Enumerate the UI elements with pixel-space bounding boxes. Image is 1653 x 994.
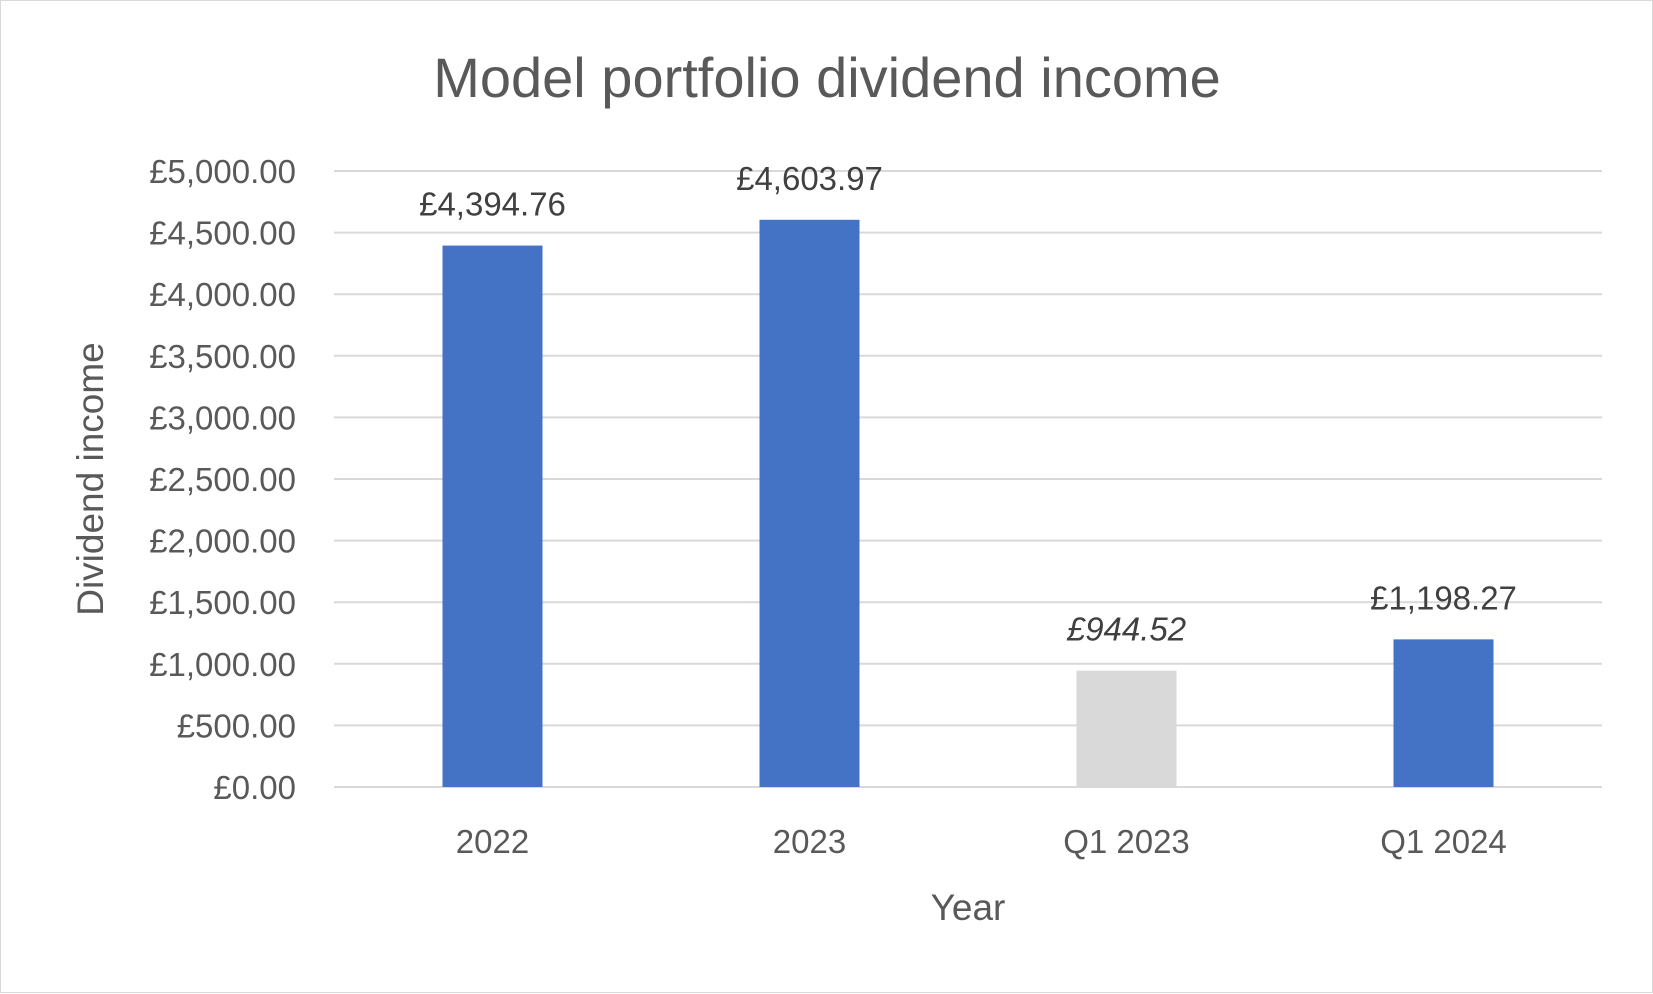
bar bbox=[1076, 670, 1177, 787]
data-label: £944.52 bbox=[1066, 611, 1186, 648]
y-tick-label: £5,000.00 bbox=[149, 153, 296, 190]
y-tick-label: £1,000.00 bbox=[149, 646, 296, 683]
y-tick-label: £500.00 bbox=[177, 707, 296, 744]
y-tick-label: £4,500.00 bbox=[149, 215, 296, 252]
data-label: £4,394.76 bbox=[419, 186, 566, 223]
gridlines bbox=[334, 170, 1602, 788]
bar bbox=[1393, 639, 1494, 787]
data-label: £4,603.97 bbox=[736, 160, 883, 197]
y-tick-label: £0.00 bbox=[213, 769, 296, 806]
data-label: £1,198.27 bbox=[1370, 579, 1517, 616]
x-tick-label: 2022 bbox=[456, 823, 529, 860]
x-axis-ticks: 2022 2023 Q1 2023 Q1 2024 bbox=[456, 823, 1507, 860]
y-tick-label: £2,000.00 bbox=[149, 523, 296, 560]
y-tick-label: £2,500.00 bbox=[149, 461, 296, 498]
bar bbox=[759, 219, 860, 787]
x-tick-label: Q1 2023 bbox=[1063, 823, 1190, 860]
x-axis-title: Year bbox=[931, 887, 1006, 928]
y-axis-ticks: £0.00 £500.00 £1,000.00 £1,500.00 £2,000.00 £… bbox=[149, 153, 296, 806]
bars bbox=[442, 219, 1494, 788]
y-tick-label: £3,000.00 bbox=[149, 399, 296, 436]
y-tick-label: £1,500.00 bbox=[149, 584, 296, 621]
y-tick-label: £4,000.00 bbox=[149, 276, 296, 313]
y-axis-title: Dividend income bbox=[70, 342, 111, 616]
x-tick-label: Q1 2024 bbox=[1380, 823, 1507, 860]
y-tick-label: £3,500.00 bbox=[149, 338, 296, 375]
data-labels: £4,394.76 £4,603.97 £944.52 £1,198.27 bbox=[419, 160, 1517, 648]
bar bbox=[442, 245, 543, 788]
chart-title: Model portfolio dividend income bbox=[433, 46, 1221, 109]
x-tick-label: 2023 bbox=[773, 823, 846, 860]
